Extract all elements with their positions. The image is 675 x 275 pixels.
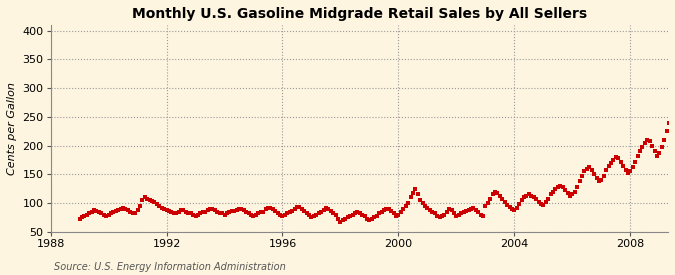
- Y-axis label: Cents per Gallon: Cents per Gallon: [7, 82, 17, 175]
- Title: Monthly U.S. Gasoline Midgrade Retail Sales by All Sellers: Monthly U.S. Gasoline Midgrade Retail Sa…: [132, 7, 587, 21]
- Text: Source: U.S. Energy Information Administration: Source: U.S. Energy Information Administ…: [54, 262, 286, 272]
